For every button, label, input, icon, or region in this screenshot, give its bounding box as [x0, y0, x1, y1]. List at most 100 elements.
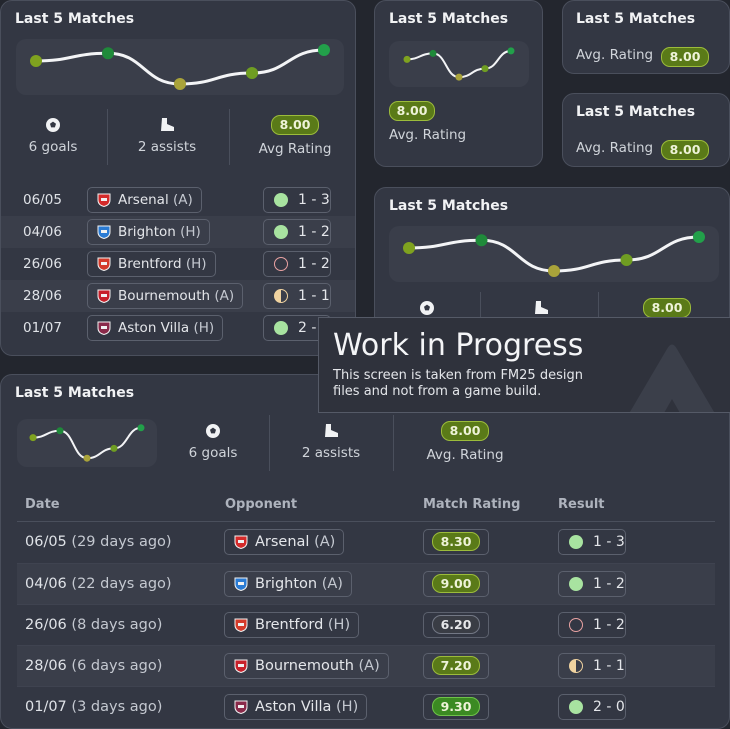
- assists-value: 2: [301, 445, 311, 461]
- match-date: 26/06 (8 days ago): [25, 617, 163, 633]
- football-icon: [206, 424, 220, 438]
- opponent-chip[interactable]: Aston Villa (H): [87, 315, 224, 341]
- opponent-chip[interactable]: Arsenal (A): [87, 187, 202, 213]
- column-header-result: Result: [558, 497, 605, 512]
- match-row[interactable]: 28/06 Bournemouth (A) 1 - 1: [1, 280, 355, 312]
- table-row[interactable]: 28/06 (6 days ago) Bournemouth (A) 7.20 1 -…: [17, 645, 715, 686]
- opponent-chip[interactable]: Brentford (H): [224, 612, 360, 638]
- match-row[interactable]: 06/05 Arsenal (A) 1 - 3: [1, 184, 355, 216]
- opponent-chip[interactable]: Arsenal (A): [224, 529, 345, 555]
- days-ago: (8 days ago): [71, 617, 163, 633]
- opponent-chip[interactable]: Brighton (H): [87, 219, 210, 245]
- divider: [107, 109, 108, 165]
- score: 1 - 2: [593, 617, 625, 633]
- table-row[interactable]: 06/05 (29 days ago) Arsenal (A) 8.30 1 - 3: [17, 522, 715, 563]
- venue: (A): [214, 288, 235, 304]
- sparkline-point: [475, 234, 488, 247]
- avg-rating-label: Avg. Rating: [426, 447, 504, 463]
- opponent-name: Arsenal: [118, 192, 169, 208]
- rating-sparkline: [389, 226, 719, 282]
- avg-rating-label: Avg Rating: [258, 141, 332, 157]
- sparkline-point: [403, 55, 411, 63]
- score: 1 - 1: [298, 288, 330, 304]
- assists-label: assists: [314, 445, 361, 461]
- assists-value: 2: [137, 139, 147, 155]
- divider: [229, 109, 230, 165]
- sparkline-point: [174, 78, 186, 90]
- opponent-name: Aston Villa: [118, 320, 190, 336]
- match-row[interactable]: 01/07 Aston Villa (H) 2 - 0: [1, 312, 355, 344]
- sparkline-point: [620, 254, 633, 267]
- column-header-match-rating: Match Rating: [423, 497, 521, 512]
- result-chip[interactable]: 1 - 2: [558, 612, 626, 638]
- sparkline-point: [318, 44, 330, 56]
- result-chip[interactable]: 1 - 1: [558, 653, 626, 679]
- column-header-opponent: Opponent: [225, 497, 298, 512]
- compact-match-list: 06/05 Arsenal (A) 1 - 3 04/06 Brighton (H) 1 …: [1, 184, 355, 344]
- club-crest-icon: [97, 257, 111, 271]
- assists-label: assists: [150, 139, 197, 155]
- rating-chip: 9.30: [423, 694, 489, 720]
- result-outcome-icon: [569, 577, 583, 591]
- sparkline-line: [32, 426, 142, 460]
- result-chip[interactable]: 1 - 1: [263, 283, 331, 309]
- result-outcome-icon: [569, 618, 583, 632]
- goals-label: goals: [41, 139, 78, 155]
- table-row[interactable]: 26/06 (8 days ago) Brentford (H) 6.20 1 - 2: [17, 604, 715, 645]
- sparkline-point: [507, 47, 515, 55]
- rating-chip: 9.00: [423, 571, 489, 597]
- result-chip[interactable]: 2 - 0: [558, 694, 626, 720]
- match-row[interactable]: 04/06 Brighton (H) 1 - 2: [1, 216, 355, 248]
- avg-rating-pill: 8.00: [271, 115, 319, 135]
- result-outcome-icon: [569, 659, 583, 673]
- rating-sparkline: [17, 419, 157, 467]
- card-title: Last 5 Matches: [15, 11, 135, 27]
- sparkline-point: [693, 231, 705, 243]
- score: 1 - 2: [593, 576, 625, 592]
- club-crest-icon: [234, 577, 248, 591]
- opponent-chip[interactable]: Aston Villa (H): [224, 694, 368, 720]
- score: 1 - 3: [593, 534, 625, 550]
- club-crest-icon: [97, 321, 111, 335]
- match-date: 06/05: [23, 192, 62, 208]
- card-title: Last 5 Matches: [15, 385, 135, 401]
- club-crest-icon: [234, 535, 248, 549]
- opponent-name: Brighton: [255, 576, 318, 592]
- result-chip[interactable]: 1 - 2: [263, 251, 331, 277]
- divider: [393, 415, 394, 471]
- match-row[interactable]: 26/06 Brentford (H) 1 - 2: [1, 248, 355, 280]
- venue: (A): [173, 192, 193, 208]
- sparkline-point: [246, 67, 258, 80]
- goals-label: goals: [201, 445, 238, 461]
- opponent-chip[interactable]: Brentford (H): [87, 251, 216, 277]
- result-chip[interactable]: 1 - 2: [263, 219, 331, 245]
- match-date: 04/06: [23, 224, 62, 240]
- result-outcome-icon: [569, 700, 583, 714]
- sparkline-point: [548, 265, 560, 277]
- football-icon: [420, 301, 434, 315]
- days-ago: (6 days ago): [71, 658, 163, 674]
- rating-sparkline: [389, 41, 529, 87]
- table-row[interactable]: 04/06 (22 days ago) Brighton (A) 9.00 1 - 2: [17, 563, 715, 604]
- table-row[interactable]: 01/07 (3 days ago) Aston Villa (H) 9.30 2 -…: [17, 686, 715, 727]
- avg-rating-pill: 8.00: [441, 421, 489, 441]
- result-chip[interactable]: 1 - 3: [263, 187, 331, 213]
- match-rating-pill: 7.20: [432, 656, 480, 675]
- avg-rating-pill: 8.00: [643, 298, 691, 318]
- match-rating-pill: 9.30: [432, 697, 480, 716]
- rating-stat: 8.00 Avg Rating: [249, 115, 341, 157]
- avg-rating-pill: 8.00: [661, 140, 709, 160]
- venue: (H): [193, 320, 215, 336]
- opponent-chip[interactable]: Brighton (A): [224, 571, 352, 597]
- days-ago: (22 days ago): [71, 576, 172, 592]
- result-chip[interactable]: 1 - 2: [558, 571, 626, 597]
- boot-icon: [325, 424, 338, 437]
- opponent-chip[interactable]: Bournemouth (A): [87, 283, 244, 309]
- venue: (H): [336, 699, 359, 715]
- result-outcome-icon: [274, 193, 288, 207]
- result-chip[interactable]: 1 - 3: [558, 529, 626, 555]
- result-outcome-icon: [274, 257, 288, 271]
- score: 1 - 2: [298, 224, 330, 240]
- opponent-chip[interactable]: Bournemouth (A): [224, 653, 389, 679]
